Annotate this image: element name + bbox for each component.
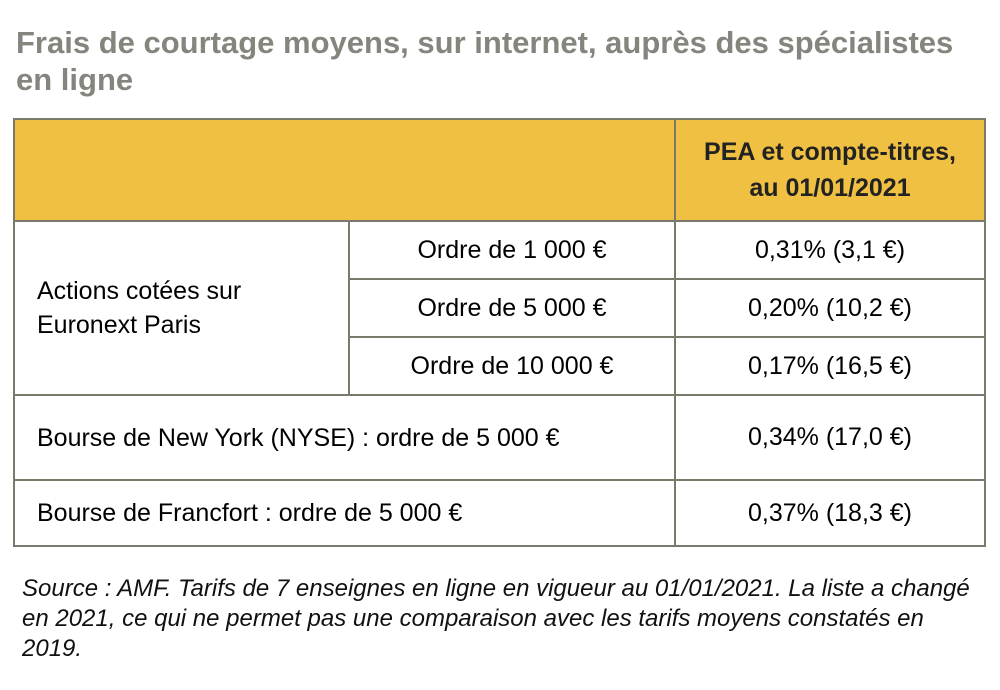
row-label-francfort: Bourse de Francfort : ordre de 5 000 € xyxy=(13,479,676,547)
header-line-1: PEA et compte-titres, xyxy=(704,138,956,166)
source-note: Source : AMF. Tarifs de 7 enseignes en l… xyxy=(22,575,970,662)
table-row: Ordre de 5 000 € 0,20% (10,2 €) xyxy=(14,278,986,338)
page-title: Frais de courtage moyens, sur internet, … xyxy=(16,25,954,97)
order-label: Ordre de 5 000 € xyxy=(348,278,676,338)
header-pea-column: PEA et compte-titres, au 01/01/2021 xyxy=(674,118,986,222)
row-label-nyse: Bourse de New York (NYSE) : ordre de 5 0… xyxy=(13,394,676,481)
fee-value: 0,34% (17,0 €) xyxy=(674,394,986,481)
header-line-2: au 01/01/2021 xyxy=(749,174,911,202)
brokerage-fees-table: PEA et compte-titres, au 01/01/2021 Actio… xyxy=(13,118,986,547)
header-empty-cell xyxy=(13,118,676,222)
group-label-euronext: Actions cotées sur Euronext Paris xyxy=(13,220,350,396)
order-label: Ordre de 10 000 € xyxy=(348,336,676,396)
table-header-row: PEA et compte-titres, au 01/01/2021 xyxy=(13,118,986,222)
table-row: Bourse de New York (NYSE) : ordre de 5 0… xyxy=(13,394,986,481)
table-row: Actions cotées sur Euronext Paris Ordre … xyxy=(13,220,986,396)
fee-value: 0,17% (16,5 €) xyxy=(674,336,986,396)
fee-value: 0,31% (3,1 €) xyxy=(674,220,986,280)
table-row: Bourse de Francfort : ordre de 5 000 € 0… xyxy=(13,479,986,547)
fee-value: 0,20% (10,2 €) xyxy=(674,278,986,338)
fee-value: 0,37% (18,3 €) xyxy=(674,479,986,547)
order-label: Ordre de 1 000 € xyxy=(348,220,676,280)
table-row: Ordre de 10 000 € 0,17% (16,5 €) xyxy=(14,336,986,396)
